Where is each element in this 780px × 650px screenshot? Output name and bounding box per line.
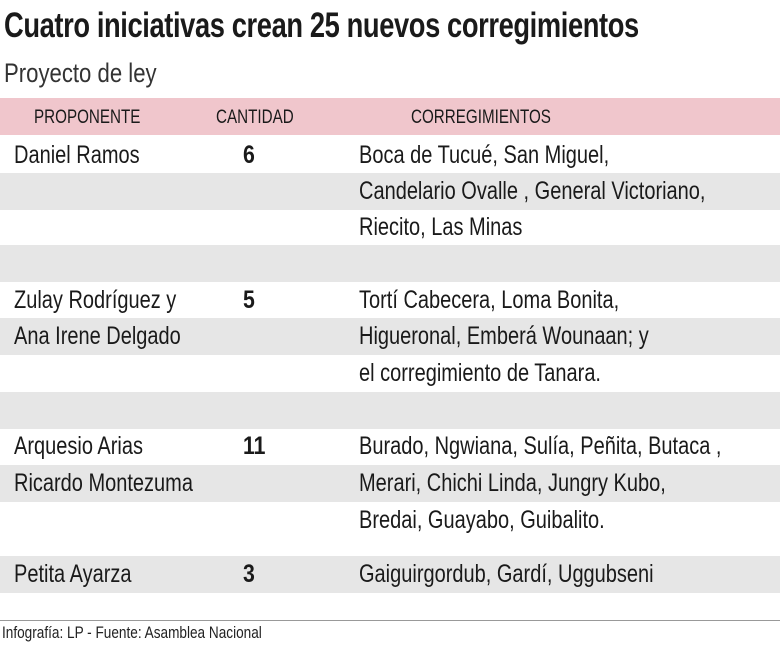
table-header: PROPONENTE CANTIDAD CORREGIMIENTOS [0,98,780,135]
page-title: Cuatro iniciativas crean 25 nuevos corre… [4,6,780,46]
source-credit: Infografía: LP - Fuente: Asamblea Nacion… [2,623,262,642]
proponente-cell: Arquesio Arias [14,432,143,460]
table-row [0,245,780,282]
table-row: Arquesio Arias 11 Burado, Ngwiana, Sulía, … [0,428,780,465]
table-row: Ricardo Montezuma Merari, Chichi Linda, J… [0,465,780,502]
table-row: Daniel Ramos 6 Boca de Tucué, San Miguel, [0,137,780,174]
corregimientos-cell: Higueronal, Emberá Wounaan; y [359,322,649,350]
proponente-cell: Ana Irene Delgado [14,322,181,350]
cantidad-cell: 5 [243,286,255,314]
corregimientos-cell: Burado, Ngwiana, Sulía, Peñita, Butaca , [359,432,722,460]
subtitle: Proyecto de ley [4,58,190,89]
proponente-cell: Petita Ayarza [14,560,132,588]
table-row: Ana Irene Delgado Higueronal, Emberá Woun… [0,318,780,355]
cantidad-cell: 3 [243,560,255,588]
divider [0,620,780,621]
table-row: Zulay Rodríguez y 5 Tortí Cabecera, Loma B… [0,282,780,319]
corregimientos-cell: Gaiguirgordub, Gardí, Uggubseni [359,560,654,588]
table-row: Riecito, Las Minas [0,209,780,246]
cantidad-cell: 11 [243,432,266,460]
corregimientos-cell: Boca de Tucué, San Miguel, [359,141,610,169]
table-row: Candelario Ovalle , General Victoriano, [0,173,780,210]
corregimientos-cell: Riecito, Las Minas [359,213,523,241]
subtitle-text: Proyecto de ley [4,58,157,88]
table-row: Bredai, Guayabo, Guibalito. [0,502,780,539]
corregimientos-cell: Merari, Chichi Linda, Jungry Kubo, [359,469,666,497]
column-header-cantidad: CANTIDAD [216,107,294,128]
table-row [0,392,780,429]
title-text: Cuatro iniciativas crean 25 nuevos corre… [4,6,639,45]
column-header-proponente: PROPONENTE [34,107,141,128]
table-row: Petita Ayarza 3 Gaiguirgordub, Gardí, Uggu… [0,556,780,593]
proponente-cell: Ricardo Montezuma [14,469,193,497]
proponente-cell: Daniel Ramos [14,141,140,169]
column-header-corregimientos: CORREGIMIENTOS [411,107,551,128]
corregimientos-cell: Tortí Cabecera, Loma Bonita, [359,286,620,314]
proponente-cell: Zulay Rodríguez y [14,286,177,314]
corregimientos-cell: Candelario Ovalle , General Victoriano, [359,177,706,205]
table-row: el corregimiento de Tanara. [0,355,780,392]
corregimientos-cell: el corregimiento de Tanara. [359,359,601,387]
corregimientos-cell: Bredai, Guayabo, Guibalito. [359,506,605,534]
cantidad-cell: 6 [243,141,255,169]
